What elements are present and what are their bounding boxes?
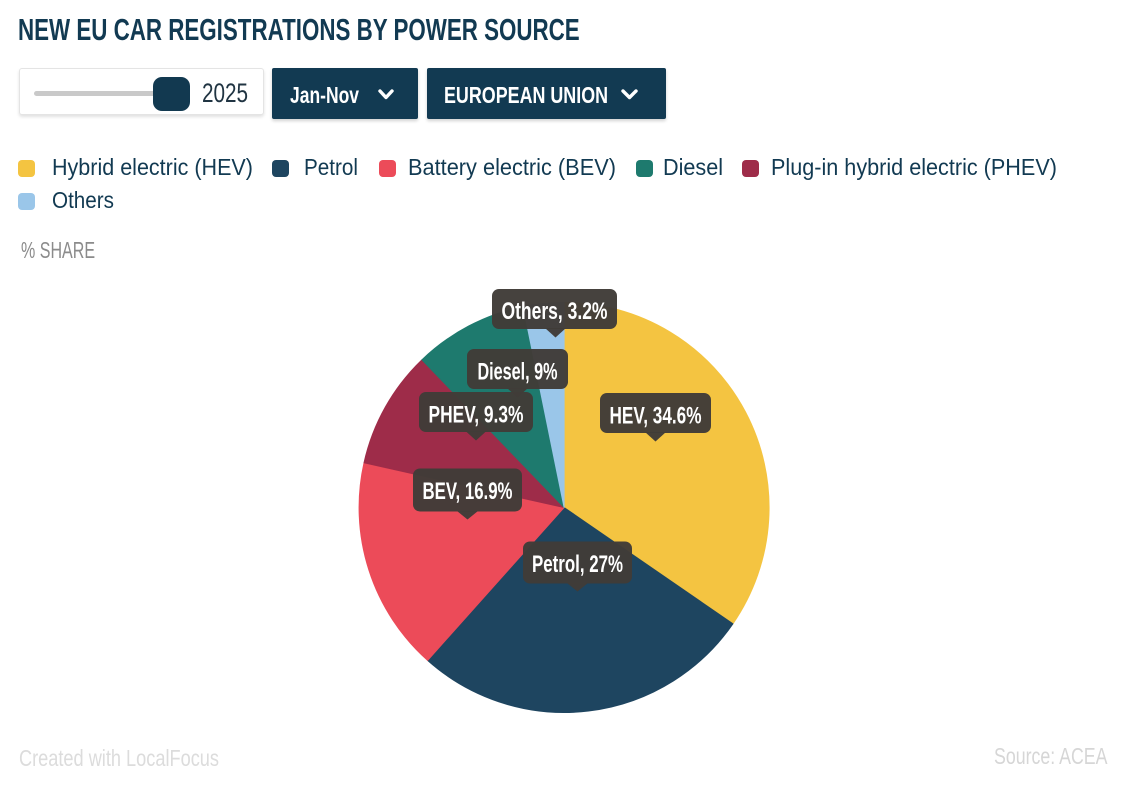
svg-text:Petrol, 27%: Petrol, 27% (532, 551, 623, 578)
svg-text:PHEV, 9.3%: PHEV, 9.3% (429, 402, 524, 429)
svg-text:BEV, 16.9%: BEV, 16.9% (423, 478, 513, 505)
svg-text:Diesel, 9%: Diesel, 9% (478, 359, 558, 386)
svg-text:HEV, 34.6%: HEV, 34.6% (610, 403, 702, 430)
svg-text:Others, 3.2%: Others, 3.2% (502, 298, 608, 325)
